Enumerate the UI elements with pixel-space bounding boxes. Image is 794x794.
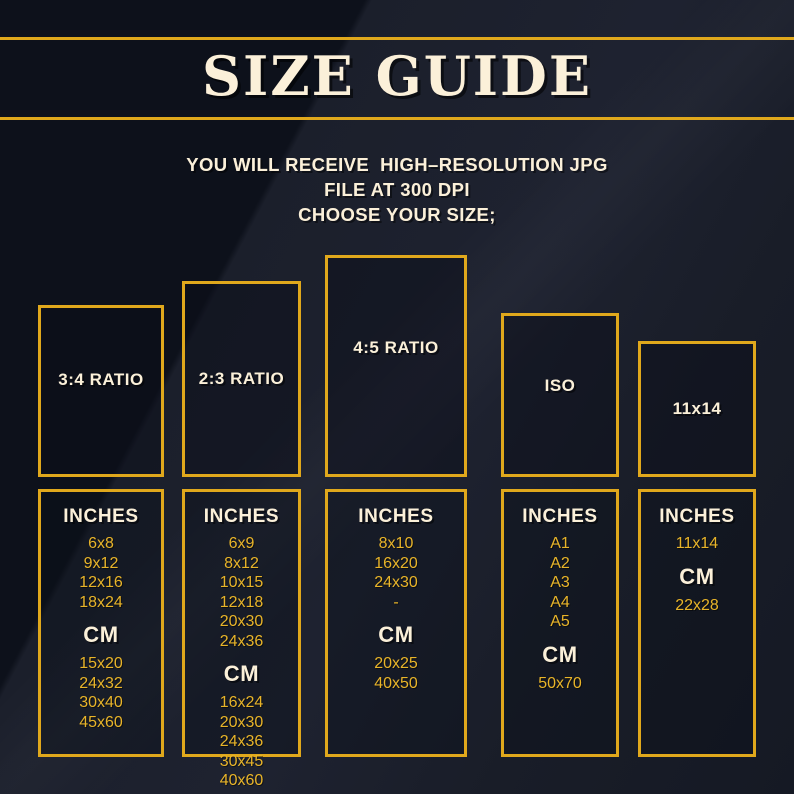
size-value: 16x20 <box>374 554 418 572</box>
size-value: 45x60 <box>79 713 123 731</box>
ratio-frame: 2:3 RATIO <box>182 281 301 477</box>
cm-value-list: 22x28 <box>641 596 753 616</box>
size-value: A4 <box>550 593 570 611</box>
size-value: A2 <box>550 554 570 572</box>
unit-header-cm: CM <box>542 641 578 667</box>
unit-header-cm: CM <box>378 622 414 647</box>
subtitle-line-2: FILE AT 300 DPI <box>324 179 470 200</box>
size-table: INCHES 6x8 9x12 12x16 18x24 CM 15x20 24x32 30x40… <box>38 489 164 757</box>
ratio-frame-label: 4:5 RATIO <box>353 338 439 357</box>
cm-value-list: 16x24 20x30 24x36 30x45 40x60 <box>185 693 298 791</box>
size-value: - <box>393 593 399 611</box>
size-table: INCHES 8x10 16x20 24x30 - CM 20x25 40x50 <box>325 489 467 757</box>
inches-value-list: 11x14 <box>641 534 753 554</box>
inches-value-list: A1 A2 A3 A4 A5 <box>504 534 616 632</box>
spacer <box>504 632 616 642</box>
unit-header-inches: INCHES <box>659 506 735 527</box>
spacer <box>41 612 161 622</box>
size-value: 12x16 <box>79 574 123 591</box>
inches-value-list: 6x9 8x12 10x15 12x18 20x30 24x36 <box>185 534 298 651</box>
page-title: SIZE GUIDE <box>201 44 593 108</box>
size-value: 24x30 <box>374 574 418 591</box>
size-value: 22x28 <box>675 596 719 614</box>
unit-header-cm: CM <box>223 661 260 686</box>
size-value: 8x10 <box>378 535 414 552</box>
size-value: 12x18 <box>219 593 264 611</box>
size-value: 15x20 <box>79 655 123 672</box>
size-value: A3 <box>550 574 570 591</box>
size-value: 40x60 <box>219 772 264 789</box>
size-value: 40x50 <box>374 674 418 692</box>
subtitle-block: YOU WILL RECEIVE HIGH–RESOLUTION JPG FIL… <box>0 152 794 227</box>
unit-header-inches: INCHES <box>358 506 434 527</box>
size-value: 50x70 <box>538 674 582 692</box>
inches-value-list: 6x8 9x12 12x16 18x24 <box>41 534 161 612</box>
spacer <box>328 612 464 622</box>
size-value: 9x12 <box>83 554 119 572</box>
spacer <box>185 651 298 661</box>
ratio-frame: ISO <box>501 313 619 477</box>
size-value: 8x12 <box>224 554 259 572</box>
cm-value-list: 50x70 <box>504 674 616 694</box>
inches-value-list: 8x10 16x20 24x30 - <box>328 534 464 612</box>
ratio-frame: 4:5 RATIO <box>325 255 467 477</box>
subtitle-line-3: CHOOSE YOUR SIZE; <box>298 204 496 225</box>
size-value: 16x24 <box>219 694 264 711</box>
size-value: 24x36 <box>219 632 264 650</box>
size-value: 10x15 <box>219 574 264 591</box>
size-value: 11x14 <box>675 535 719 552</box>
size-value: 24x36 <box>219 733 264 750</box>
size-value: 20x25 <box>374 655 418 672</box>
divider-bottom <box>0 117 794 120</box>
size-table: INCHES 11x14 CM 22x28 <box>638 489 756 757</box>
size-value: 20x30 <box>219 613 264 630</box>
size-value: 18x24 <box>79 593 123 611</box>
subtitle-line-1: YOU WILL RECEIVE HIGH–RESOLUTION JPG <box>186 154 608 175</box>
size-value: 30x40 <box>79 694 123 711</box>
size-value: 6x9 <box>228 535 255 552</box>
unit-header-inches: INCHES <box>522 506 598 527</box>
size-value: A1 <box>550 535 570 552</box>
unit-header-inches: INCHES <box>63 506 139 527</box>
size-table: INCHES A1 A2 A3 A4 A5 CM 50x70 <box>501 489 619 757</box>
ratio-frame-label: 2:3 RATIO <box>198 369 285 388</box>
cm-value-list: 15x20 24x32 30x40 45x60 <box>41 654 161 732</box>
unit-header-cm: CM <box>679 563 715 589</box>
ratio-frame: 3:4 RATIO <box>38 305 164 477</box>
unit-header-inches: INCHES <box>203 506 280 527</box>
unit-header-cm: CM <box>83 622 119 647</box>
cm-value-list: 20x25 40x50 <box>328 654 464 693</box>
size-value: 30x45 <box>219 752 264 770</box>
size-value: 6x8 <box>88 535 114 552</box>
ratio-frame-label: ISO <box>544 376 576 395</box>
size-table: INCHES 6x9 8x12 10x15 12x18 20x30 24x36 CM 16x24… <box>182 489 301 789</box>
size-value: 24x32 <box>79 674 123 692</box>
ratio-frame-label: 11x14 <box>672 399 722 418</box>
ratio-frame-label: 3:4 RATIO <box>58 370 144 389</box>
divider-top <box>0 37 794 40</box>
ratio-frame: 11x14 <box>638 341 756 477</box>
size-value: 20x30 <box>219 713 264 731</box>
size-value: A5 <box>550 613 570 630</box>
spacer <box>641 554 753 564</box>
